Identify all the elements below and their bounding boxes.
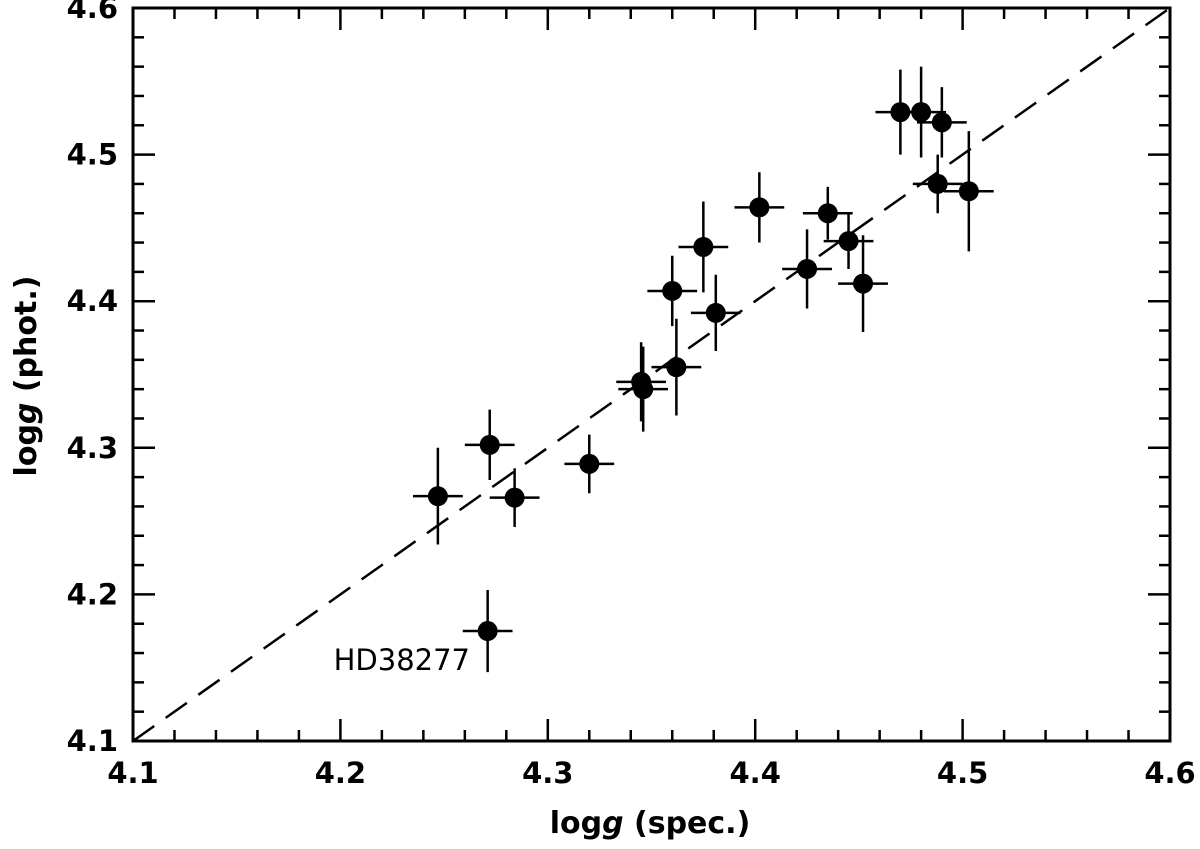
y-axis-label-var: g [9,403,44,424]
y-tick-label: 4.5 [67,138,118,172]
data-point-group [618,346,669,432]
data-point [817,203,838,224]
data-point-group [678,201,729,293]
data-point [797,258,818,279]
data-point-group [462,590,513,673]
plot-frame [131,6,1172,743]
data-point [931,112,952,133]
data-points [412,66,994,673]
data-point-group [647,255,698,327]
data-point-group [838,235,888,332]
data-point-group [690,274,741,352]
data-point [477,621,498,642]
x-tick-label: 4.5 [937,756,988,790]
data-point [927,173,948,194]
y-axis-label-suffix: (phot.) [9,276,44,403]
data-point-group [896,66,947,158]
data-point [662,280,683,301]
x-axis-label-prefix: log [550,806,602,841]
data-point [838,231,859,252]
data-point [749,197,770,218]
x-axis-label-var: g [602,806,623,841]
data-point [853,273,874,294]
y-axis-label-prefix: log [9,424,44,476]
data-point [633,379,654,400]
y-axis-label: logg (phot.) [9,276,44,477]
data-point-group [916,87,967,158]
data-point [958,181,979,202]
annotation-hd38277: HD38277 [334,643,470,677]
x-tick-label: 4.1 [107,756,158,790]
data-point [666,357,687,378]
data-point-group [782,229,832,309]
data-point-group [943,131,994,252]
data-point-group [802,186,853,240]
labels: logg (spec.) logg (phot.) HD38277 [9,276,750,841]
y-tick-label: 4.2 [67,577,118,611]
x-axis-label-suffix: (spec.) [624,806,751,841]
x-axis-label: logg (spec.) [550,806,751,841]
data-point [911,102,932,123]
data-point-group [489,468,540,527]
data-point [579,453,600,474]
y-tick-label: 4.1 [67,724,118,758]
y-tick-label: 4.6 [67,0,118,25]
data-point-group [564,434,615,494]
reference-line [132,6,1171,743]
y-tick-label: 4.3 [67,431,118,465]
x-tick-label: 4.6 [1144,756,1195,790]
x-tick-label: 4.4 [730,756,781,790]
y-tick-label: 4.4 [67,284,118,318]
x-tick-label: 4.3 [522,756,573,790]
data-point [504,487,525,508]
data-point-group [412,447,463,545]
data-point-group [912,154,963,214]
data-point-group [734,172,785,243]
data-point-group [651,318,702,416]
axes: 4.1 4.2 4.3 4.4 4.5 4.6 4.1 4.2 4.3 4.4 4.5 4.6 [67,0,1196,790]
data-point [479,434,500,455]
x-tick-label: 4.2 [315,756,366,790]
data-point [693,236,714,257]
data-point-group [464,409,515,481]
data-point [705,302,726,323]
data-point [427,486,448,507]
reference-line-group [132,6,1171,743]
data-point-group [823,213,874,269]
